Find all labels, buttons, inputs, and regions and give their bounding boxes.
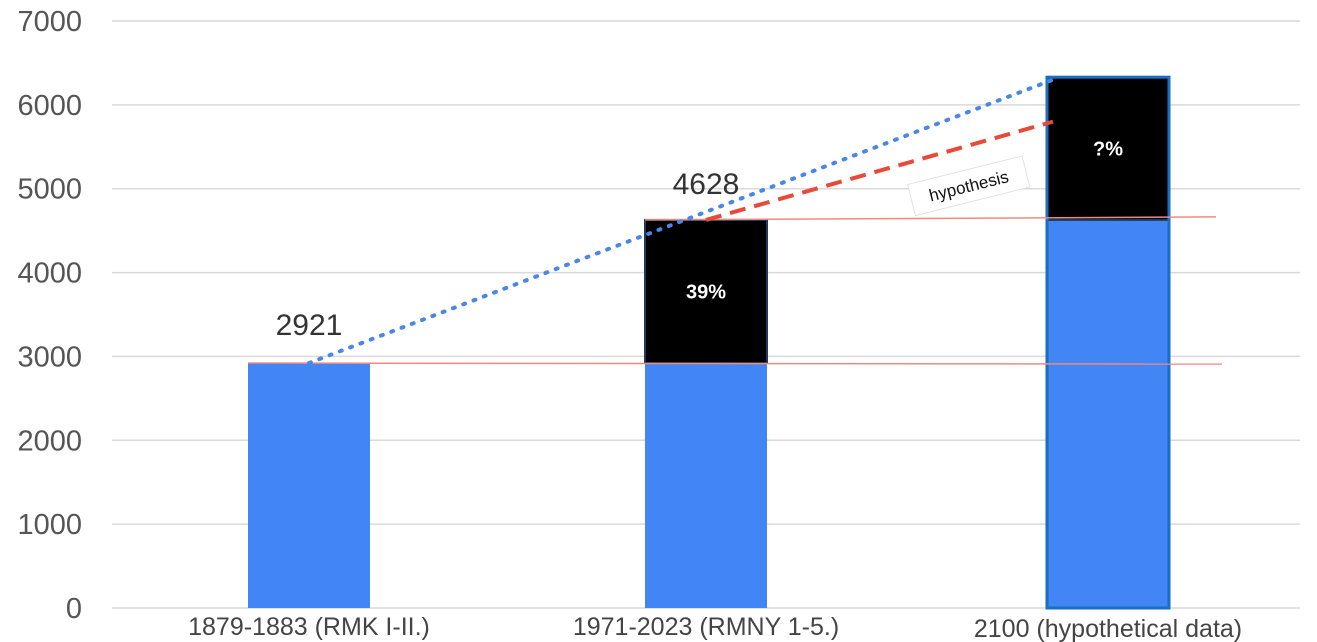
x-category-label: 1971-2023 (RMNY 1-5.) bbox=[573, 613, 839, 641]
annotation-box bbox=[907, 155, 1031, 217]
trend-line-dotted bbox=[307, 77, 1055, 366]
y-tick-label: 6000 bbox=[17, 90, 82, 122]
x-category-label: 1879-1883 (RMK I-II.) bbox=[188, 613, 430, 641]
bar-base-segment bbox=[645, 363, 767, 608]
bar-base-segment bbox=[1047, 219, 1169, 608]
bar-increase-segment bbox=[644, 218, 768, 365]
data-labels: 2921 4628 39%?% bbox=[276, 139, 1124, 343]
total-value-label: 2921 bbox=[276, 309, 343, 342]
reference-lines bbox=[247, 216, 1223, 365]
y-tick-label: 4000 bbox=[17, 258, 82, 290]
y-tick-label: 0 bbox=[66, 593, 82, 625]
annotation-group: hypothesis bbox=[907, 155, 1031, 217]
y-tick-label: 5000 bbox=[17, 174, 82, 206]
x-category-label: 2100 (hypothetical data) bbox=[974, 615, 1242, 642]
bar-base-segment bbox=[248, 363, 370, 608]
trend-lines bbox=[307, 77, 1055, 366]
reference-line bbox=[247, 362, 1223, 365]
total-value-label: 4628 bbox=[673, 168, 740, 201]
bars bbox=[248, 75, 1171, 610]
segment-percent-label: 39% bbox=[686, 281, 726, 303]
y-axis: 0 1000 2000 3000 4000 5000 6000 7000 bbox=[17, 6, 82, 625]
x-axis: 1879-1883 (RMK I-II.) 1971-2023 (RMNY 1-5… bbox=[188, 613, 1242, 642]
y-tick-label: 2000 bbox=[17, 425, 82, 457]
bar-increase-segment bbox=[1046, 76, 1170, 221]
hypothesis-annotation: hypothesis bbox=[907, 155, 1031, 217]
y-tick-label: 3000 bbox=[17, 341, 82, 373]
reference-line bbox=[644, 216, 1217, 221]
segment-percent-label: ?% bbox=[1093, 139, 1123, 161]
y-tick-label: 7000 bbox=[17, 6, 82, 38]
y-tick-label: 1000 bbox=[17, 509, 82, 541]
bar-highlight-outline bbox=[1045, 75, 1171, 610]
trend-line-dashed bbox=[705, 119, 1054, 222]
